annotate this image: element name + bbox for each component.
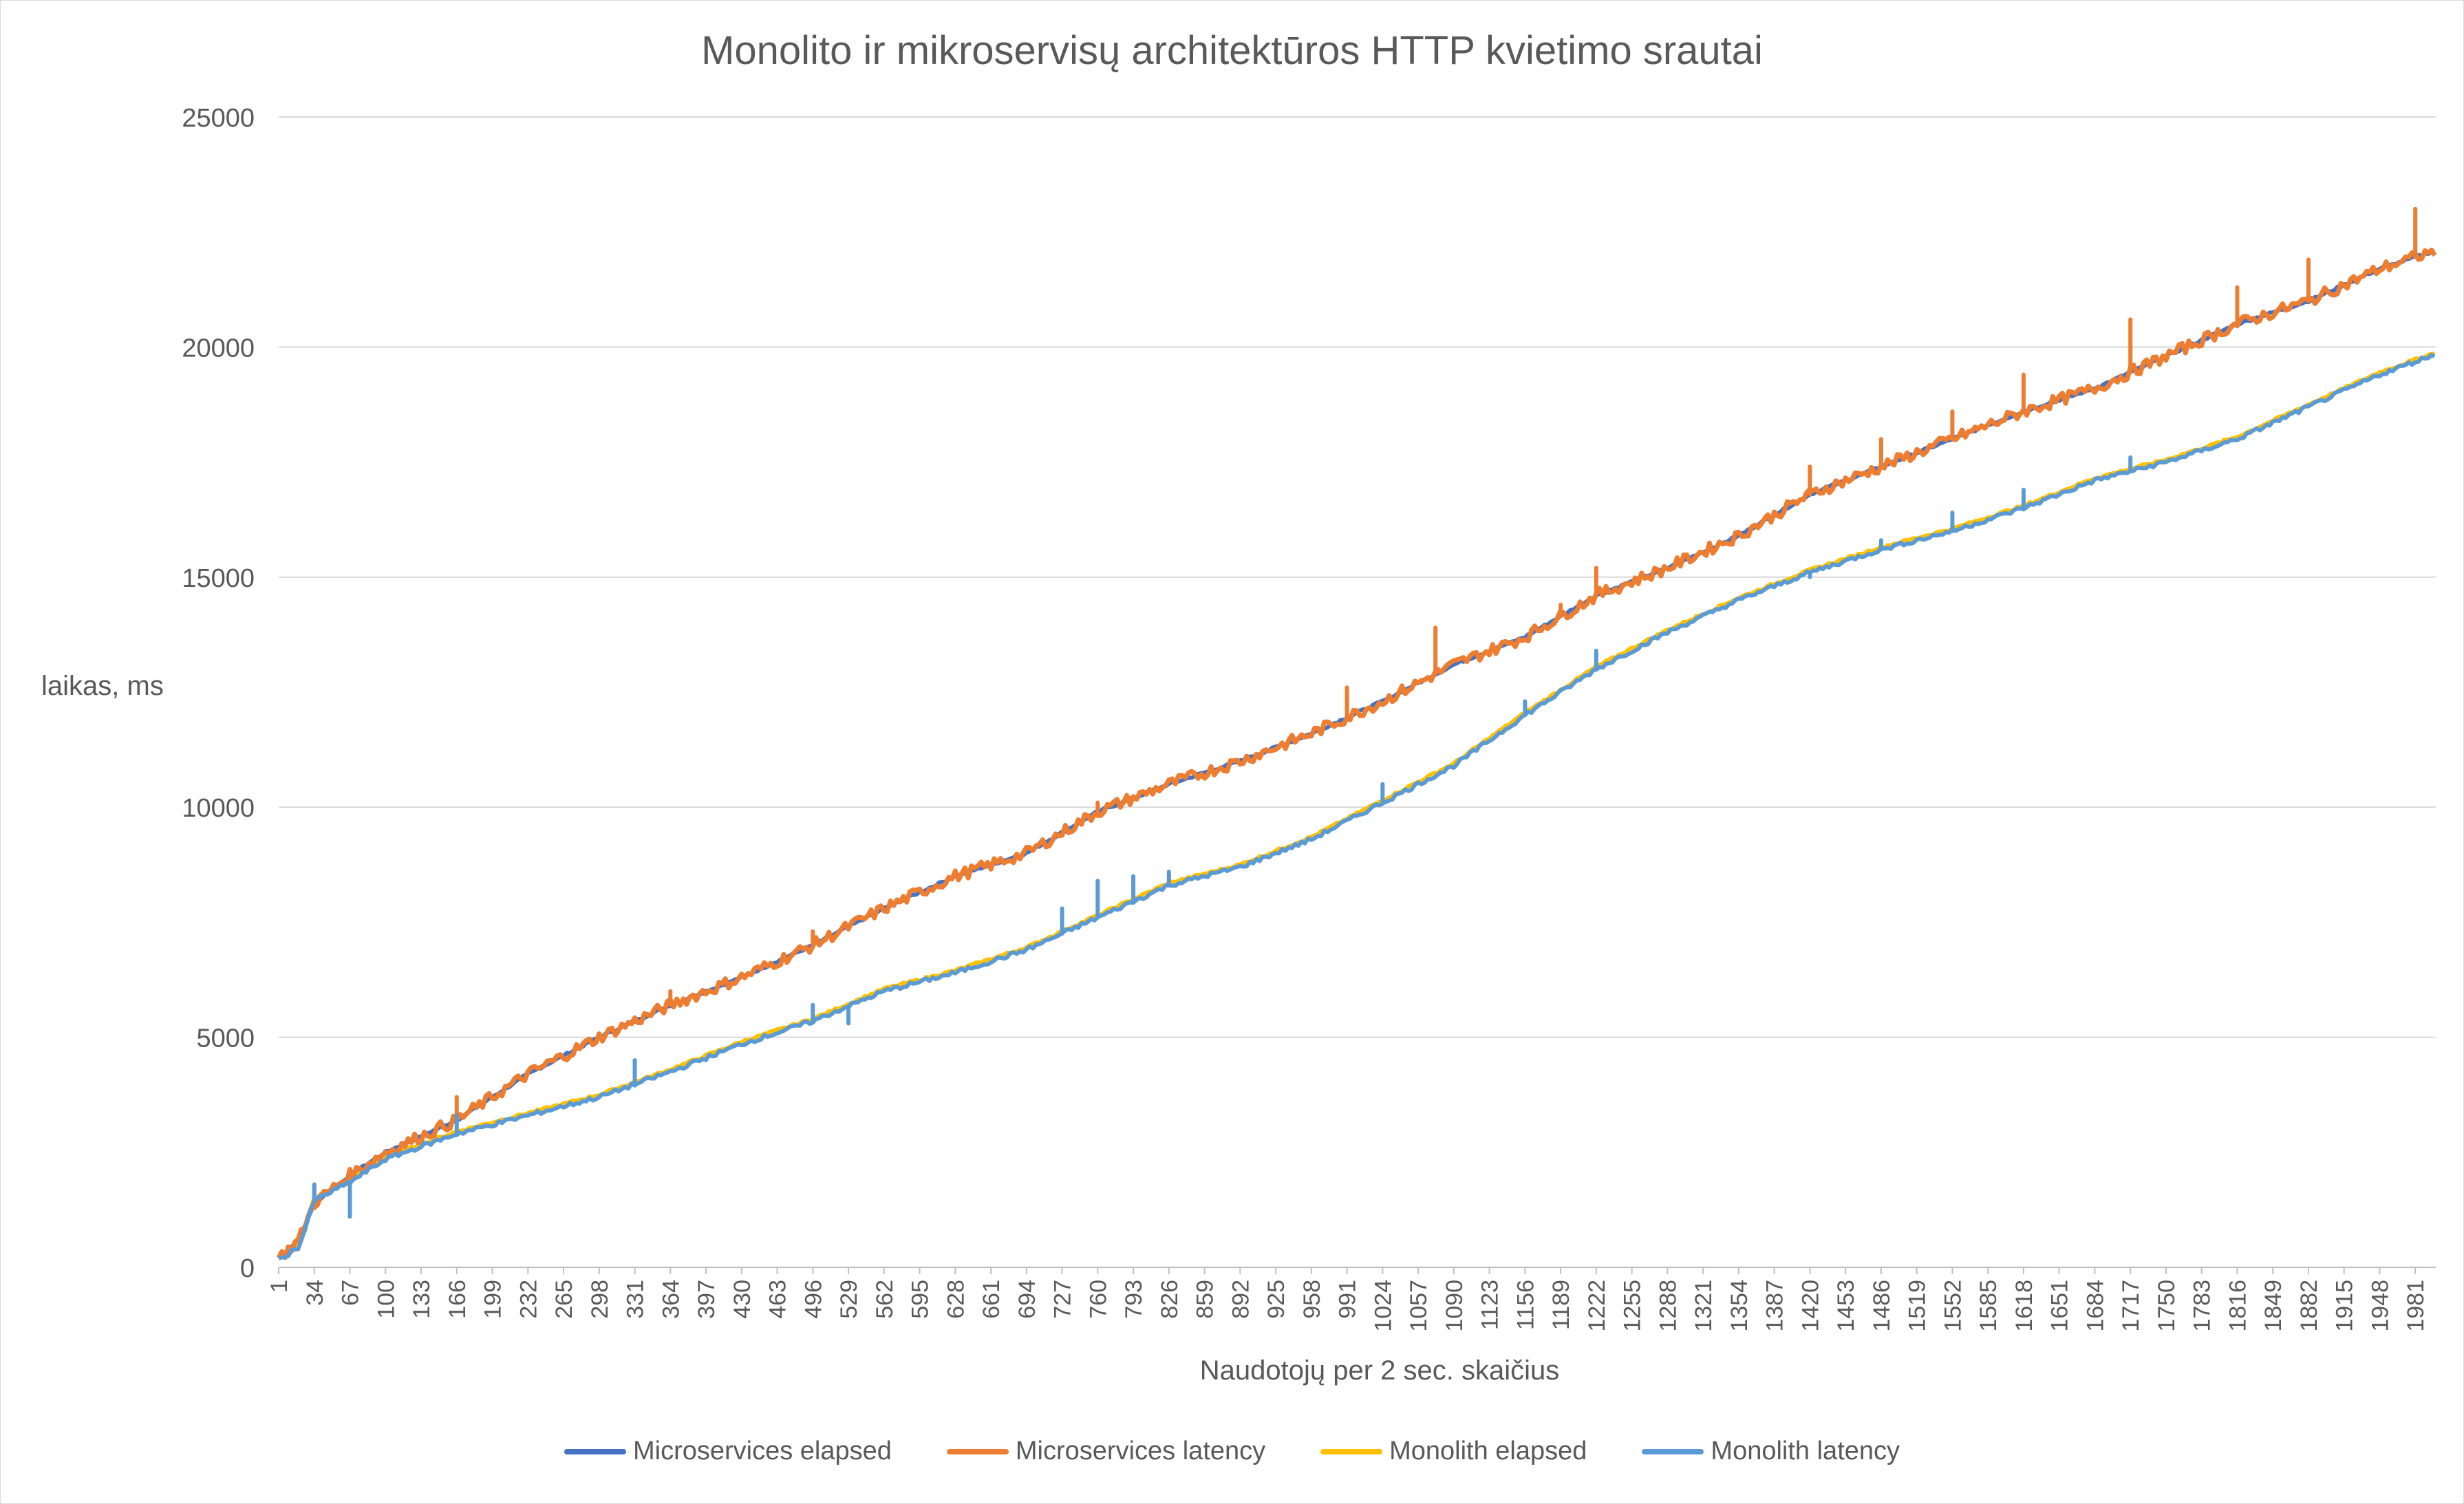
x-tick-label: 1783: [2189, 1280, 2216, 1332]
x-tick-label: 1: [266, 1280, 292, 1293]
y-tick-label: 10000: [182, 794, 255, 823]
x-tick-label: 1189: [1548, 1280, 1574, 1330]
x-tick-label: 628: [943, 1280, 969, 1319]
legend-label: Microservices latency: [1015, 1437, 1266, 1465]
x-tick-label: 1255: [1620, 1280, 1646, 1332]
x-tick-label: 1123: [1477, 1280, 1503, 1330]
x-tick-label: 67: [338, 1280, 364, 1306]
x-tick-label: 793: [1121, 1280, 1147, 1319]
x-tick-label: 1519: [1905, 1280, 1931, 1332]
x-tick-label: 1486: [1869, 1280, 1895, 1332]
x-tick-label: 1453: [1833, 1280, 1859, 1332]
y-tick-label: 25000: [182, 104, 255, 133]
legend-item: Monolith latency: [1642, 1437, 1900, 1466]
x-tick-label: 232: [515, 1280, 542, 1319]
series-line-0: [277, 248, 2436, 1260]
x-tick-label: 562: [872, 1280, 898, 1319]
x-tick-label: 1585: [1975, 1280, 2002, 1332]
x-tick-label: 826: [1157, 1280, 1183, 1319]
legend-swatch: [946, 1448, 1009, 1454]
x-tick-label: 364: [658, 1280, 684, 1319]
x-tick-label: 661: [978, 1280, 1005, 1319]
x-tick-label: 1552: [1940, 1280, 1966, 1332]
x-tick-label: 727: [1050, 1280, 1076, 1319]
x-tick-label: 298: [587, 1280, 613, 1319]
x-tick-label: 133: [409, 1280, 435, 1319]
x-tick-label: 331: [623, 1280, 649, 1319]
y-tick-label: 15000: [182, 564, 255, 593]
x-tick-label: 1651: [2047, 1280, 2073, 1332]
legend-item: Monolith elapsed: [1320, 1437, 1587, 1466]
chart-title: Monolito ir mikroservisų architektūros H…: [701, 28, 1763, 73]
x-tick-label: 463: [765, 1280, 791, 1319]
x-tick-label: 100: [373, 1280, 399, 1319]
x-tick-label: 1420: [1797, 1280, 1823, 1332]
x-tick-label: 1024: [1370, 1280, 1396, 1332]
x-tick-label: 1321: [1691, 1280, 1717, 1332]
legend-swatch: [564, 1448, 626, 1454]
x-tick-label: 1684: [2082, 1280, 2108, 1332]
x-tick-label: 595: [908, 1280, 934, 1319]
x-tick-label: 1057: [1406, 1280, 1432, 1332]
x-tick-label: 694: [1014, 1280, 1040, 1319]
x-tick-label: 1717: [2118, 1280, 2144, 1332]
x-tick-label: 958: [1299, 1280, 1325, 1319]
x-tick-label: 1288: [1655, 1280, 1681, 1332]
x-tick-label: 760: [1085, 1280, 1111, 1319]
x-tick-label: 397: [694, 1280, 720, 1319]
x-tick-label: 1618: [2011, 1280, 2037, 1332]
x-tick-label: 1750: [2154, 1280, 2180, 1332]
legend-label: Monolith latency: [1711, 1437, 1900, 1465]
x-tick-label: 1222: [1584, 1280, 1610, 1332]
y-axis-label: laikas, ms: [41, 671, 164, 701]
x-tick-label: 1156: [1512, 1280, 1539, 1330]
legend-item: Microservices elapsed: [564, 1437, 892, 1466]
x-tick-label: 496: [800, 1280, 826, 1319]
legend-label: Monolith elapsed: [1389, 1437, 1587, 1465]
x-tick-label: 991: [1335, 1280, 1361, 1319]
x-tick-label: 1387: [1762, 1280, 1788, 1332]
series-line-1: [276, 247, 2437, 1260]
x-tick-label: 1090: [1442, 1280, 1468, 1332]
x-tick-label: 529: [836, 1280, 862, 1319]
y-tick-label: 0: [240, 1254, 255, 1283]
series-line-2: [277, 352, 2435, 1260]
x-tick-label: 430: [729, 1280, 756, 1319]
legend-item: Microservices latency: [946, 1437, 1266, 1466]
x-tick-label: 1816: [2225, 1280, 2251, 1332]
x-tick-label: 859: [1192, 1280, 1219, 1319]
legend: Microservices elapsed Microservices laten…: [0, 1437, 2464, 1466]
x-tick-label: 925: [1263, 1280, 1289, 1319]
legend-swatch: [1320, 1448, 1383, 1454]
x-tick-label: 265: [551, 1280, 577, 1319]
y-tick-label: 5000: [196, 1024, 255, 1053]
x-tick-label: 1948: [2367, 1280, 2393, 1332]
x-tick-label: 1915: [2332, 1280, 2358, 1332]
legend-label: Microservices elapsed: [632, 1437, 892, 1465]
x-tick-label: 1882: [2296, 1280, 2322, 1332]
series-line-3: [277, 353, 2436, 1260]
x-tick-label: 1981: [2403, 1280, 2429, 1332]
x-tick-label: 892: [1228, 1280, 1254, 1319]
x-tick-label: 1849: [2260, 1280, 2286, 1332]
x-tick-label: 199: [480, 1280, 506, 1319]
x-axis-label: Naudotojų per 2 sec. skaičius: [1199, 1355, 1560, 1386]
y-tick-label: 20000: [182, 334, 255, 363]
x-tick-label: 1354: [1726, 1280, 1753, 1332]
x-tick-label: 166: [444, 1280, 471, 1319]
legend-swatch: [1642, 1448, 1704, 1454]
x-tick-label: 34: [302, 1280, 328, 1306]
